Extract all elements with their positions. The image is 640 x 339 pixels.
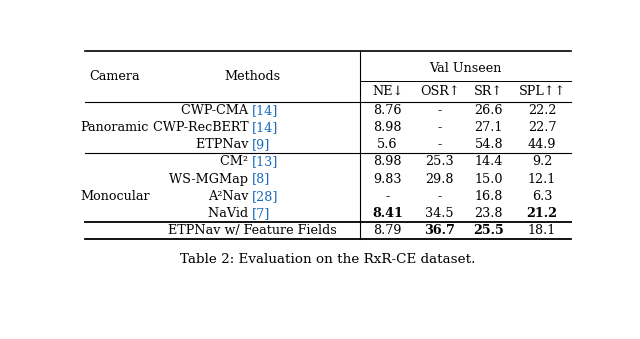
Text: 22.2: 22.2	[528, 104, 556, 117]
Text: 9.83: 9.83	[373, 173, 402, 186]
Text: CWP-RecBERT: CWP-RecBERT	[153, 121, 252, 134]
Text: WS-MGMap: WS-MGMap	[170, 173, 252, 186]
Text: 26.6: 26.6	[474, 104, 503, 117]
Text: 5.6: 5.6	[377, 138, 398, 151]
Text: 16.8: 16.8	[474, 190, 503, 203]
Text: 12.1: 12.1	[528, 173, 556, 186]
Text: [8]: [8]	[252, 173, 271, 186]
Text: 8.76: 8.76	[373, 104, 402, 117]
Text: 15.0: 15.0	[474, 173, 503, 186]
Text: Val Unseen: Val Unseen	[429, 62, 502, 75]
Text: 8.41: 8.41	[372, 207, 403, 220]
Text: ETPNav w/ Feature Fields: ETPNav w/ Feature Fields	[168, 224, 337, 237]
Text: [7]: [7]	[252, 207, 271, 220]
Text: 29.8: 29.8	[426, 173, 454, 186]
Text: 21.2: 21.2	[527, 207, 557, 220]
Text: -: -	[438, 121, 442, 134]
Text: 25.3: 25.3	[426, 156, 454, 168]
Text: 44.9: 44.9	[528, 138, 556, 151]
Text: Monocular: Monocular	[80, 190, 150, 203]
Text: OSR↑: OSR↑	[420, 85, 460, 98]
Text: 8.79: 8.79	[373, 224, 402, 237]
Text: Methods: Methods	[224, 70, 280, 83]
Text: 34.5: 34.5	[426, 207, 454, 220]
Text: SPL↑↑: SPL↑↑	[518, 85, 566, 98]
Text: 23.8: 23.8	[474, 207, 503, 220]
Text: 9.2: 9.2	[532, 156, 552, 168]
Text: -: -	[438, 104, 442, 117]
Text: 36.7: 36.7	[424, 224, 455, 237]
Text: [9]: [9]	[252, 138, 271, 151]
Text: 14.4: 14.4	[474, 156, 503, 168]
Text: 8.98: 8.98	[373, 156, 402, 168]
Text: Camera: Camera	[90, 70, 140, 83]
Text: NaVid: NaVid	[208, 207, 252, 220]
Text: SR↑: SR↑	[474, 85, 503, 98]
Text: 22.7: 22.7	[528, 121, 556, 134]
Text: [13]: [13]	[252, 156, 279, 168]
Text: [14]: [14]	[252, 121, 279, 134]
Text: CM²: CM²	[220, 156, 252, 168]
Text: CWP-CMA: CWP-CMA	[181, 104, 252, 117]
Text: 8.98: 8.98	[373, 121, 402, 134]
Text: 27.1: 27.1	[474, 121, 503, 134]
Text: Table 2: Evaluation on the RxR-CE dataset.: Table 2: Evaluation on the RxR-CE datase…	[180, 254, 476, 266]
Text: NE↓: NE↓	[372, 85, 403, 98]
Text: [14]: [14]	[252, 104, 279, 117]
Text: 25.5: 25.5	[474, 224, 504, 237]
Text: [28]: [28]	[252, 190, 279, 203]
Text: A²Nav: A²Nav	[208, 190, 252, 203]
Text: -: -	[438, 138, 442, 151]
Text: 18.1: 18.1	[528, 224, 556, 237]
Text: 6.3: 6.3	[532, 190, 552, 203]
Text: 54.8: 54.8	[474, 138, 503, 151]
Text: Panoramic: Panoramic	[81, 121, 149, 134]
Text: ETPNav: ETPNav	[196, 138, 252, 151]
Text: -: -	[385, 190, 390, 203]
Text: -: -	[438, 190, 442, 203]
